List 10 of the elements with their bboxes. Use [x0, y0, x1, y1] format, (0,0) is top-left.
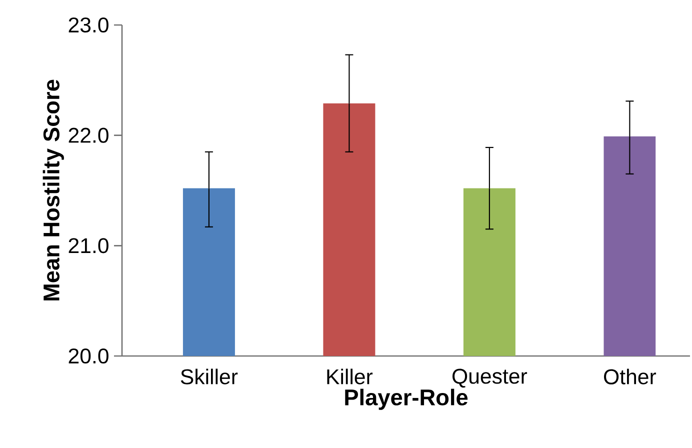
y-tick-label: 23.0: [68, 17, 108, 33]
x-tick-label: Killer: [327, 368, 373, 384]
x-axis-title: Player-Role: [345, 388, 468, 410]
y-axis-title: Mean Hostility Score: [42, 80, 64, 300]
y-tick-label: 20.0: [68, 348, 108, 364]
x-tick-label: Skiller: [180, 368, 238, 384]
x-tick-label: Other: [604, 368, 656, 384]
y-tick-label: 22.0: [68, 128, 108, 143]
x-tick-label: Quester: [452, 368, 528, 388]
y-tick-label: 21.0: [68, 238, 108, 254]
